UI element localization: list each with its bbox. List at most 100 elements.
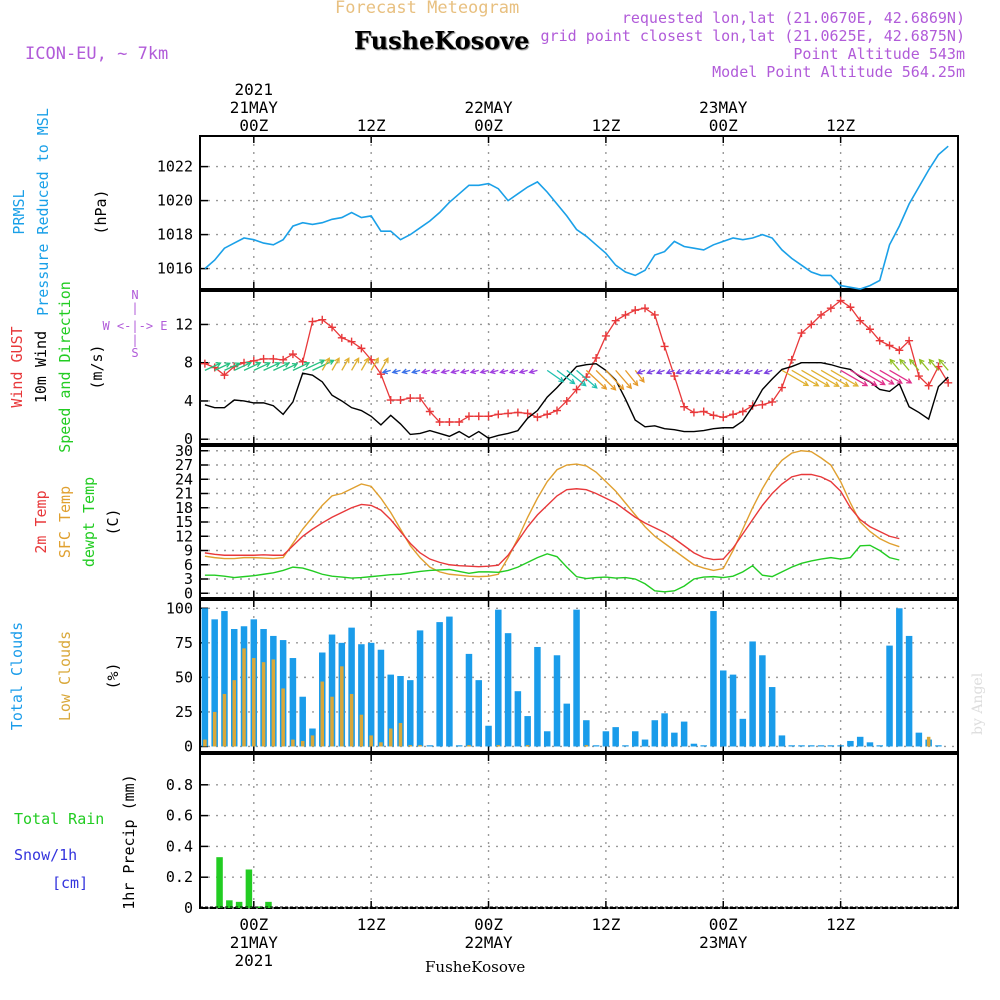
total-cloud-bar — [534, 646, 541, 747]
wind-arrow-head — [928, 358, 935, 365]
total-cloud-bar — [485, 725, 492, 747]
low-cloud-bar — [340, 666, 344, 747]
wind-arrow-head — [843, 381, 850, 387]
wind-arrow-head — [499, 368, 506, 375]
y-tick-label: 12 — [175, 315, 193, 333]
wind-arrow-head — [896, 378, 903, 384]
y-tick-label: 0 — [184, 737, 193, 755]
total-cloud-bar — [592, 745, 600, 747]
wind-arrow-head — [888, 379, 895, 385]
wind-arrow-head — [420, 368, 428, 375]
wind-arrow-head — [646, 368, 653, 375]
bottom-time-label: 12Z — [591, 915, 620, 934]
total-cloud-bar — [749, 641, 756, 747]
wind-arrow — [351, 357, 360, 371]
wind-arrow — [263, 362, 280, 371]
wind-arrow-head — [632, 380, 639, 387]
wind-arrow — [889, 359, 900, 371]
gust-point — [797, 329, 806, 338]
gust-point — [416, 394, 425, 403]
gust-point — [269, 354, 278, 363]
low-cloud-bar — [242, 648, 246, 747]
gust-point — [337, 333, 346, 342]
total-cloud-bar — [221, 611, 228, 747]
wind-arrow-head — [489, 368, 496, 375]
panel-frame — [199, 599, 959, 753]
wind-arrow-head — [255, 361, 262, 368]
gust-point — [807, 320, 816, 329]
wind-gust-label: Wind GUST — [8, 326, 26, 407]
total-cloud-bar — [886, 645, 893, 747]
wind-arrow-head — [899, 358, 905, 365]
gust-point — [308, 317, 317, 326]
wind-arrow-head — [391, 368, 398, 375]
requested-location: requested lon,lat (21.0670E, 42.6869N) — [621, 9, 965, 27]
wind-arrow-head — [591, 382, 598, 389]
wind-arrow — [282, 363, 298, 371]
cloud-unit: (%) — [104, 662, 122, 689]
wind-arrow-head — [685, 368, 692, 375]
y-tick-label: 3 — [184, 570, 193, 588]
wind-arrow-head — [802, 380, 810, 387]
temp-unit: (C) — [104, 508, 122, 535]
low-cloud-bar — [398, 722, 403, 747]
gust-point — [826, 304, 835, 313]
wind-arrow-head — [411, 368, 418, 375]
wind-arrow-head — [601, 383, 608, 390]
total-cloud-bar — [416, 630, 424, 747]
gust-point — [435, 418, 444, 427]
total-cloud-bar — [504, 633, 512, 747]
low-cloud-bar — [388, 728, 393, 747]
total-cloud-bar — [631, 731, 639, 747]
bottom-time-label: 00Z — [474, 915, 503, 934]
total-cloud-bar — [778, 735, 786, 747]
top-time-label: 12Z — [826, 116, 855, 135]
bottom-time-label: 23MAY — [699, 933, 748, 952]
total-cloud-bar — [817, 745, 825, 747]
bottom-time-label: 12Z — [826, 915, 855, 934]
wind-arrow-head — [283, 362, 290, 368]
gust-point — [846, 303, 855, 312]
top-time-label: 00Z — [474, 116, 503, 135]
wind-arrow — [615, 369, 632, 389]
wind-arrow — [791, 369, 819, 387]
wind-arrow-head — [636, 368, 643, 375]
gust-point — [592, 353, 601, 362]
total-cloud-bar — [348, 627, 355, 747]
wind-arrow — [909, 359, 920, 371]
wind-arrow-head — [401, 368, 408, 375]
wind-arrow — [302, 359, 325, 371]
y-tick-label: 1022 — [157, 158, 193, 176]
y-tick-label: 100 — [166, 599, 193, 617]
wind-arrow-head — [344, 357, 350, 364]
pressure-unit: (hPa) — [92, 189, 110, 234]
low-cloud-bar — [203, 739, 207, 747]
gust-point — [220, 371, 229, 380]
page-title: FusheKosove — [354, 26, 530, 55]
total-cloud-bar — [328, 634, 336, 747]
model-label: ICON-EU, ~ 7km — [25, 44, 169, 64]
gust-point — [729, 410, 738, 419]
total-cloud-bar — [837, 745, 844, 747]
total-cloud-bar — [700, 745, 707, 747]
y-tick-label: 25 — [175, 703, 193, 721]
total-cloud-bar — [436, 622, 443, 747]
wind-arrow-head — [508, 368, 516, 375]
y-tick-label: 1020 — [157, 192, 193, 210]
wind-arrow-head — [430, 368, 437, 375]
top-time-label: 22MAY — [464, 98, 513, 117]
y-tick-label: 0.8 — [166, 776, 193, 794]
wind-arrow-head — [291, 362, 299, 369]
bottom-time-label: 2021 — [235, 951, 274, 970]
wind-arrow — [273, 362, 290, 371]
wind-arrow-head — [906, 378, 913, 384]
y-tick-label: 8 — [184, 354, 193, 372]
wind10-line — [204, 362, 949, 440]
wind-arrow — [595, 369, 616, 391]
pressure-label-short: PRMSL — [10, 189, 28, 234]
bottom-time-label: 00Z — [239, 915, 268, 934]
gust-line — [204, 299, 949, 423]
wind-arrow — [801, 369, 830, 387]
wind-arrow-head — [450, 368, 457, 375]
wind-arrow — [292, 362, 310, 371]
